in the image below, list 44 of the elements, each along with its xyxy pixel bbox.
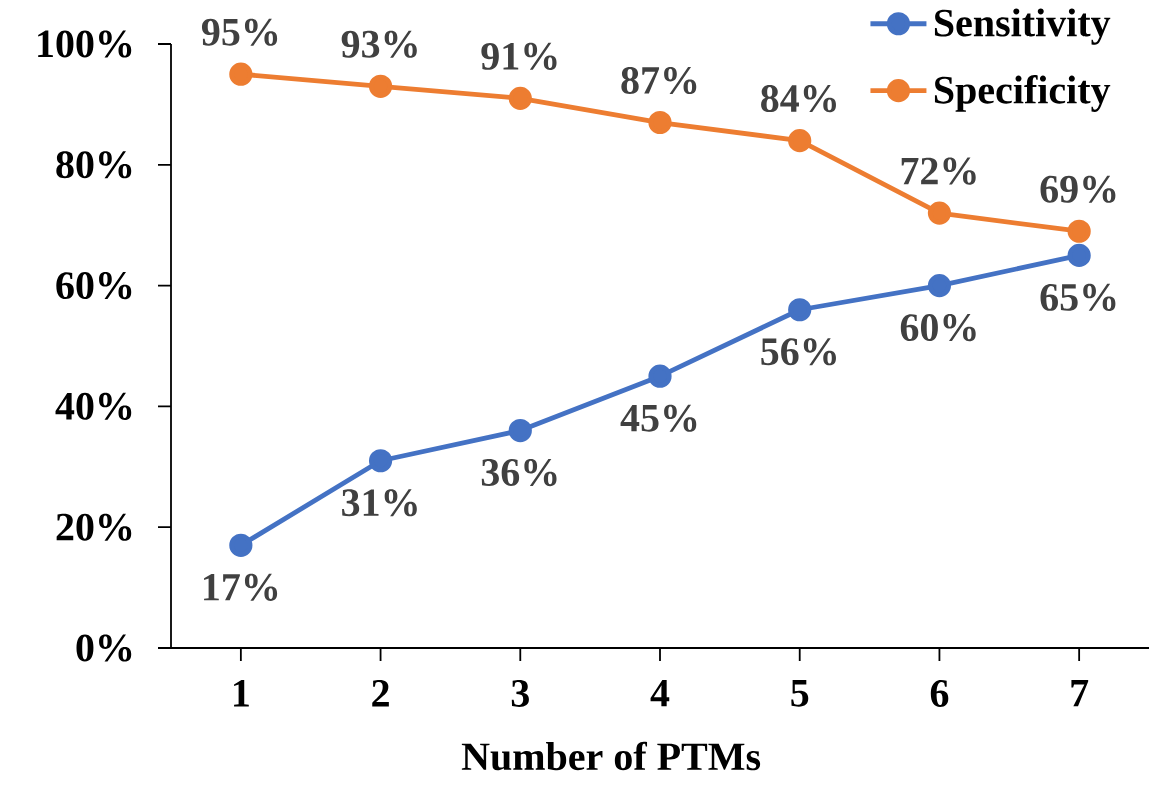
x-tick-label: 2 — [372, 680, 389, 707]
x-tick-label: 5 — [791, 680, 809, 707]
data-label: 91% — [481, 42, 557, 70]
point — [927, 201, 952, 225]
y-tick-label: 80% — [56, 151, 132, 179]
data-label: 36% — [481, 459, 557, 487]
x-tick-label: 1 — [234, 680, 249, 707]
legend-label: Specificity — [934, 75, 1111, 112]
x-tick-label: 7 — [1071, 680, 1089, 707]
data-label: 17% — [204, 573, 278, 601]
data-label: 65% — [1040, 283, 1116, 311]
data-label: 84% — [761, 85, 836, 113]
x-tick-label: 3 — [511, 680, 529, 707]
y-tick-label: 60% — [56, 272, 132, 300]
y-tick-label: 40% — [55, 392, 132, 420]
data-label: 93% — [341, 30, 417, 58]
point — [1067, 243, 1091, 267]
data-label: 60% — [900, 314, 976, 342]
data-label: 45% — [620, 404, 697, 432]
y-tick-label: 0% — [76, 634, 132, 662]
data-label: 31% — [342, 489, 417, 517]
point — [368, 74, 393, 98]
data-label: 69% — [1040, 175, 1116, 203]
point — [508, 418, 532, 443]
point — [368, 449, 393, 473]
point — [927, 274, 952, 298]
point — [508, 86, 532, 110]
data-label: 95% — [201, 18, 278, 46]
y-tick-label: 100% — [38, 30, 132, 58]
data-label: 56% — [761, 338, 836, 366]
legend-label: Sensitivity — [934, 8, 1111, 45]
point — [788, 298, 812, 322]
data-label: 87% — [621, 66, 697, 95]
data-label: 72% — [901, 157, 976, 185]
point — [788, 129, 812, 153]
x-tick-label: 6 — [930, 680, 949, 707]
y-tick-label: 20% — [56, 513, 132, 541]
point — [229, 62, 253, 86]
point — [1067, 219, 1091, 243]
x-tick-label: 4 — [650, 680, 670, 707]
point — [229, 533, 253, 557]
point — [648, 364, 672, 388]
x-axis-title: Number of PTMs — [461, 741, 761, 771]
point — [648, 110, 672, 135]
